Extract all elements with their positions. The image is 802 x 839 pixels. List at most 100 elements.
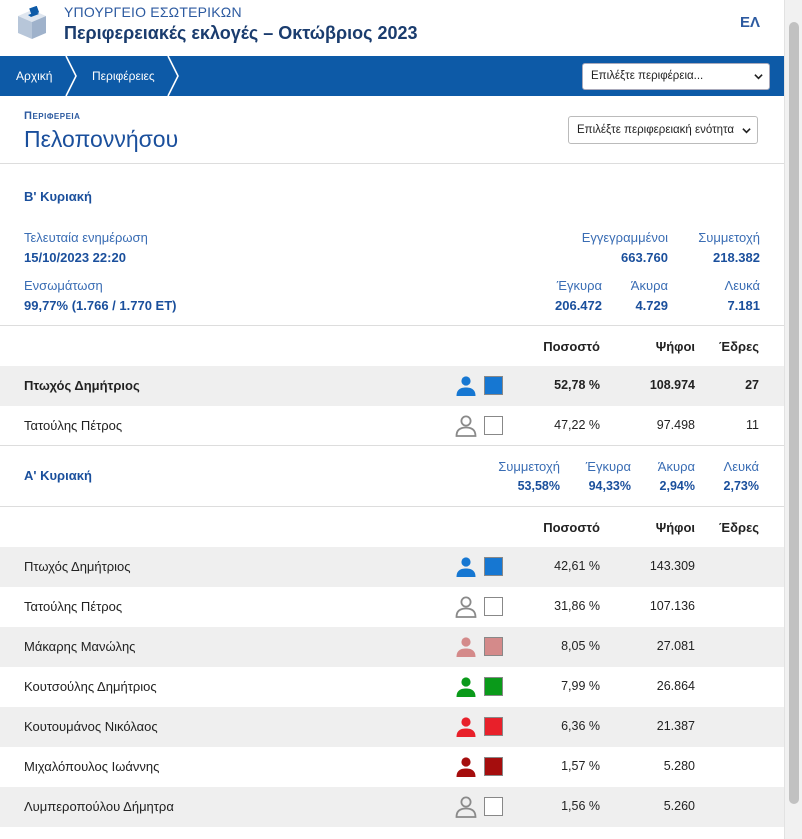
blank-label: Λευκά: [724, 278, 760, 293]
person-icon: [456, 637, 476, 657]
registered-value: 663.760: [621, 250, 668, 265]
person-icon: [456, 677, 476, 697]
person-icon: [455, 596, 477, 618]
region-label: Περιφερεια: [24, 110, 81, 122]
registered-label: Εγγεγραμμένοι: [581, 230, 668, 245]
invalid-value: 2,94%: [659, 479, 695, 493]
color-swatch: [484, 557, 503, 576]
color-swatch: [484, 376, 503, 395]
page-title: Περιφερειακές εκλογές – Οκτώβριος 2023: [64, 23, 418, 43]
table-row: Πτωχός Δημήτριος 52,78 % 108.974 27: [0, 366, 784, 406]
column-header-percentage: Ποσοστό: [543, 339, 600, 354]
votes-cell: 27.081: [656, 639, 695, 653]
ballot-box-icon: [18, 6, 46, 39]
color-swatch: [484, 637, 503, 656]
scrollbar[interactable]: [784, 0, 802, 839]
percentage-cell: 1,56 %: [561, 799, 600, 813]
percentage-cell: 42,61 %: [554, 559, 600, 573]
turnout-value: 218.382: [713, 250, 760, 265]
region-select[interactable]: Επιλέξτε περιφέρεια...: [582, 63, 770, 90]
votes-cell: 107.136: [649, 599, 695, 613]
column-header-votes: Ψήφοι: [655, 520, 695, 535]
chevron-down-icon: [754, 74, 763, 80]
valid-value: 94,33%: [588, 479, 631, 493]
candidate-name: Πτωχός Δημήτριος: [24, 559, 131, 574]
column-header-percentage: Ποσοστό: [543, 520, 600, 535]
person-icon: [456, 557, 476, 577]
person-icon: [455, 415, 477, 437]
breadcrumb-home[interactable]: Αρχική: [16, 69, 53, 83]
votes-cell: 97.498: [656, 418, 695, 432]
site-header: ΥΠΟΥΡΓΕΙΟ ΕΣΩΤΕΡΙΚΩΝ Περιφερειακές εκλογ…: [0, 0, 784, 56]
regional-unit-select-value: Επιλέξτε περιφερειακή ενότητα: [577, 124, 735, 136]
column-header-seats: Έδρες: [719, 339, 759, 354]
turnout-value: 53,58%: [517, 479, 560, 493]
turnout-label: Συμμετοχή: [698, 230, 760, 245]
valid-label: Έγκυρα: [585, 459, 631, 474]
table-row: Τατούλης Πέτρος 47,22 % 97.498 11: [0, 406, 784, 446]
table-row: Λυμπεροπούλου Δήμητρα 1,56 % 5.260: [0, 787, 784, 827]
table-row: Μάκαρης Μανώλης 8,05 % 27.081: [0, 627, 784, 667]
candidate-name: Μάκαρης Μανώλης: [24, 639, 136, 654]
column-header-seats: Έδρες: [719, 520, 759, 535]
table-row: Μιχαλόπουλος Ιωάννης 1,57 % 5.280: [0, 747, 784, 787]
votes-cell: 26.864: [656, 679, 695, 693]
table-row: Τατούλης Πέτρος 31,86 % 107.136: [0, 587, 784, 627]
round-b-table: Πτωχός Δημήτριος 52,78 % 108.974 27 Τατούλης…: [0, 366, 784, 446]
color-swatch: [484, 797, 503, 816]
invalid-label: Άκυρα: [657, 459, 695, 474]
round-b-table-header: Ποσοστό Ψήφοι Έδρες: [0, 326, 784, 366]
seats-cell: 27: [745, 378, 759, 392]
color-swatch: [484, 597, 503, 616]
blank-value: 2,73%: [723, 479, 759, 493]
language-switch[interactable]: ΕΛ: [739, 14, 760, 31]
round-b-title: Β' Κυριακή: [24, 189, 92, 204]
round-a-summary: Α' Κυριακή Συμμετοχή 53,58% Έγκυρα 94,33…: [0, 446, 784, 507]
table-row: Κουτουμάνος Νικόλαος 6,36 % 21.387: [0, 707, 784, 747]
votes-cell: 5.260: [663, 799, 695, 813]
candidate-name: Τατούλης Πέτρος: [24, 418, 123, 433]
votes-cell: 143.309: [649, 559, 695, 573]
region-name: Πελοποννήσου: [24, 126, 179, 152]
chevron-right-icon: [167, 56, 179, 96]
person-icon: [455, 796, 477, 818]
valid-label: Έγκυρα: [556, 278, 602, 293]
breadcrumb: Αρχική Περιφέρειες Επιλέξτε περιφέρεια..…: [0, 56, 784, 96]
integration-label: Ενσωμάτωση: [24, 278, 103, 293]
results-page: ΥΠΟΥΡΓΕΙΟ ΕΣΩΤΕΡΙΚΩΝ Περιφερειακές εκλογ…: [0, 0, 784, 827]
candidate-name: Τατούλης Πέτρος: [24, 599, 123, 614]
percentage-cell: 8,05 %: [561, 639, 600, 653]
round-a-table: Πτωχός Δημήτριος 42,61 % 143.309 Τατούλης Π…: [0, 547, 784, 827]
region-select-value: Επιλέξτε περιφέρεια...: [591, 70, 704, 82]
round-b-summary: Β' Κυριακή Τελευταία ενημέρωση 15/10/202…: [0, 164, 784, 326]
person-icon: [456, 757, 476, 777]
last-update-label: Τελευταία ενημέρωση: [24, 230, 148, 245]
chevron-down-icon: [742, 126, 751, 135]
candidate-name: Μιχαλόπουλος Ιωάννης: [24, 759, 160, 774]
table-row: Κουτσούλης Δημήτριος 7,99 % 26.864: [0, 667, 784, 707]
chevron-right-icon: [65, 56, 77, 96]
votes-cell: 5.280: [663, 759, 695, 773]
invalid-value: 4.729: [635, 298, 668, 313]
percentage-cell: 6,36 %: [561, 719, 600, 733]
color-swatch: [484, 757, 503, 776]
column-header-votes: Ψήφοι: [655, 339, 695, 354]
table-row: Πτωχός Δημήτριος 42,61 % 143.309: [0, 547, 784, 587]
last-update-value: 15/10/2023 22:20: [24, 250, 126, 265]
regional-unit-select[interactable]: Επιλέξτε περιφερειακή ενότητα: [568, 116, 758, 144]
invalid-label: Άκυρα: [630, 278, 668, 293]
round-a-table-header: Ποσοστό Ψήφοι Έδρες: [0, 507, 784, 547]
color-swatch: [484, 416, 503, 435]
candidate-name: Πτωχός Δημήτριος: [24, 378, 140, 393]
round-a-title: Α' Κυριακή: [24, 468, 92, 483]
votes-cell: 108.974: [649, 378, 695, 392]
blank-label: Λευκά: [723, 459, 759, 474]
scrollbar-thumb[interactable]: [789, 22, 799, 804]
color-swatch: [484, 677, 503, 696]
person-icon: [456, 376, 476, 396]
turnout-label: Συμμετοχή: [498, 459, 560, 474]
person-icon: [456, 717, 476, 737]
breadcrumb-regions[interactable]: Περιφέρειες: [92, 69, 155, 83]
percentage-cell: 7,99 %: [561, 679, 600, 693]
valid-value: 206.472: [555, 298, 602, 313]
